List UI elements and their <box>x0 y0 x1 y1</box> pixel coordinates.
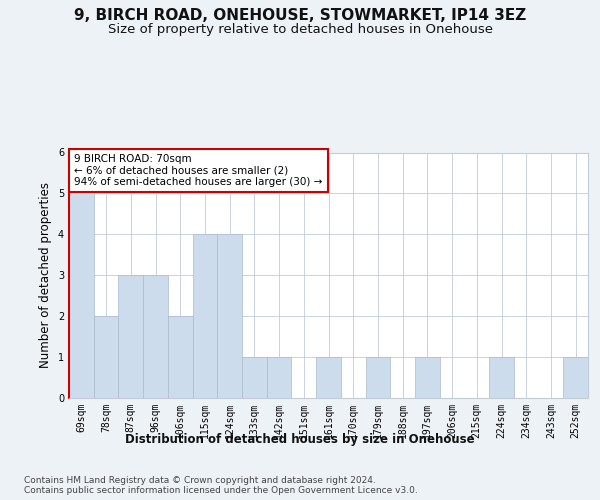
Bar <box>217 234 242 398</box>
Bar <box>267 356 292 398</box>
Y-axis label: Number of detached properties: Number of detached properties <box>40 182 52 368</box>
Bar <box>415 356 440 398</box>
Bar <box>489 356 514 398</box>
Bar <box>563 356 588 398</box>
Bar <box>242 356 267 398</box>
Bar <box>168 316 193 398</box>
Text: 9, BIRCH ROAD, ONEHOUSE, STOWMARKET, IP14 3EZ: 9, BIRCH ROAD, ONEHOUSE, STOWMARKET, IP1… <box>74 8 526 22</box>
Bar <box>316 356 341 398</box>
Text: Contains HM Land Registry data © Crown copyright and database right 2024.
Contai: Contains HM Land Registry data © Crown c… <box>24 476 418 495</box>
Bar <box>94 316 118 398</box>
Text: 9 BIRCH ROAD: 70sqm
← 6% of detached houses are smaller (2)
94% of semi-detached: 9 BIRCH ROAD: 70sqm ← 6% of detached hou… <box>74 154 323 187</box>
Bar <box>193 234 217 398</box>
Text: Distribution of detached houses by size in Onehouse: Distribution of detached houses by size … <box>125 432 475 446</box>
Bar <box>69 152 94 398</box>
Bar <box>365 356 390 398</box>
Text: Size of property relative to detached houses in Onehouse: Size of property relative to detached ho… <box>107 22 493 36</box>
Bar <box>143 275 168 398</box>
Bar <box>118 275 143 398</box>
